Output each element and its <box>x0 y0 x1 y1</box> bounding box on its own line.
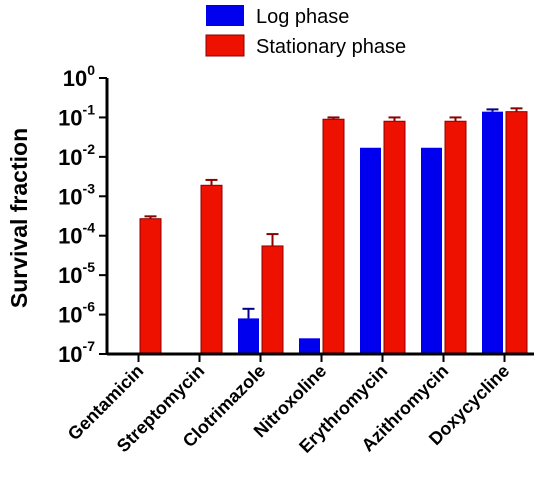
legend-swatch-stationary-phase <box>205 34 245 57</box>
bar-log-phase-doxycycline <box>482 111 503 354</box>
legend: Log phase Stationary phase <box>205 5 406 58</box>
y-tick-label: 10-7 <box>58 338 95 367</box>
y-axis-ticks: 10-7 10-6 10-5 10-4 10-3 10-2 10-1 100 <box>58 62 107 367</box>
y-tick-label: 100 <box>63 62 95 91</box>
bar-log-phase-azithromycin <box>421 147 442 354</box>
y-axis-title: Survival fraction <box>6 128 32 308</box>
x-axis-category-labels: GentamicinStreptomycinClotrimazoleNitrox… <box>64 354 513 457</box>
legend-label-stationary-phase: Stationary phase <box>256 36 406 58</box>
bar-stationary-phase-azithromycin <box>444 120 467 355</box>
bar-log-phase-clotrimazole <box>238 318 259 354</box>
y-tick-label: 10-2 <box>58 141 95 170</box>
y-tick-label: 10-1 <box>58 101 95 130</box>
y-tick-label: 10-4 <box>58 220 95 249</box>
legend-swatch-log-phase <box>206 5 244 26</box>
bar-stationary-phase-doxycycline <box>505 111 528 355</box>
y-tick-label: 10-3 <box>58 180 95 209</box>
bar-stationary-phase-clotrimazole <box>261 245 284 355</box>
bar-stationary-phase-gentamicin <box>139 218 162 355</box>
bar-log-phase-erythromycin <box>360 147 381 354</box>
bar-stationary-phase-nitroxoline <box>322 118 345 355</box>
y-tick-label: 10-5 <box>58 259 95 288</box>
y-tick-label: 10-6 <box>58 299 95 328</box>
bar-stationary-phase-streptomycin <box>200 184 223 355</box>
bar-stationary-phase-erythromycin <box>383 120 406 355</box>
bar-log-phase-nitroxoline <box>299 338 320 354</box>
legend-label-log-phase: Log phase <box>256 6 349 28</box>
error-bars <box>144 107 523 319</box>
axes <box>105 78 534 356</box>
bars <box>139 111 528 355</box>
